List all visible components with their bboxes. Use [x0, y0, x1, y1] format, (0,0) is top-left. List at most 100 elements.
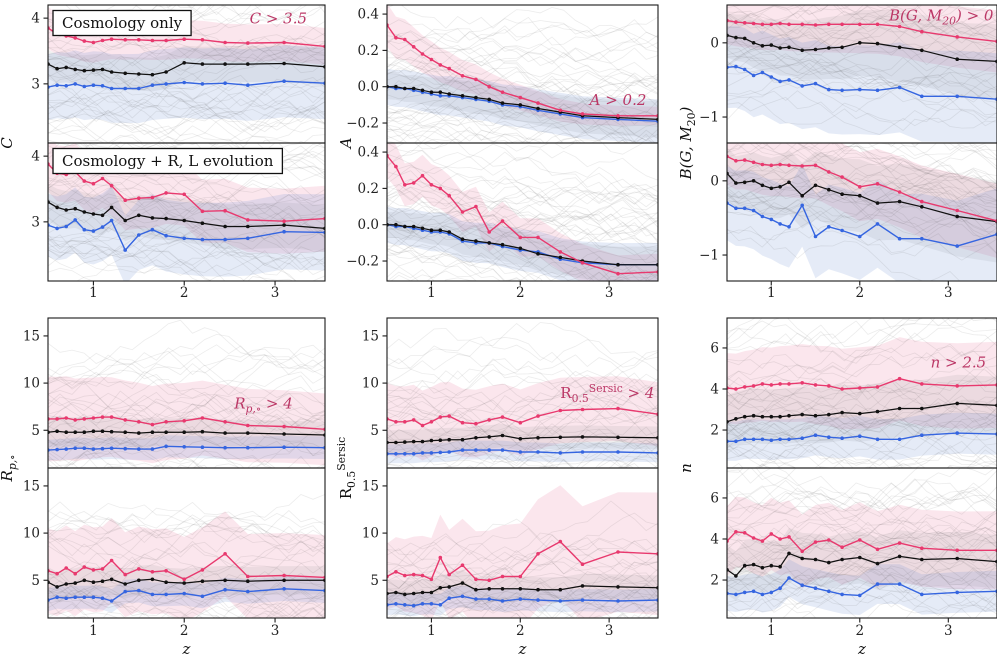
panel-Rp: 5 10 15 Rp,∘ > 4 5 10 15 1 2 3 z Rp,∘: [0, 317, 326, 658]
x-tick-label: 1: [767, 623, 776, 639]
subpanel-title-box: Cosmology only: [52, 9, 192, 37]
background-tracks: [48, 319, 325, 468]
x-tick-label: 1: [89, 623, 98, 639]
ylabel-B: B(G, M20): [677, 106, 698, 180]
panel-R05: 5 10 15 R0.5Sersic > 4 5 10 15 1 2 3 z R0.5Sersic: [335, 317, 659, 658]
band-low: [48, 576, 325, 613]
x-tick-label: 2: [516, 285, 525, 301]
axes-frame: [47, 467, 326, 619]
y-tick-label: 4: [710, 531, 719, 547]
y-tick-label: 4: [710, 381, 719, 397]
xlabel: z: [518, 640, 527, 658]
ylabel-C: C: [0, 137, 16, 149]
band-low: [48, 45, 325, 124]
y-tick-label: 10: [362, 376, 379, 392]
line-selected-low: [48, 219, 325, 251]
panel-n: 2 4 6 n > 2.5 2 4 6 1 2 3 z n: [677, 317, 997, 658]
y-tick-label: 5: [31, 423, 40, 439]
annotation-A: A > 0.2: [588, 91, 647, 109]
x-tick-label: 3: [944, 285, 953, 301]
ylabel-R05: R0.5Sersic: [335, 437, 358, 499]
x-ticks: 1 2 3: [89, 281, 279, 301]
y-tick-label: 10: [362, 526, 379, 542]
subpanel-2: [727, 143, 997, 281]
y-tick-label: 2: [710, 573, 719, 589]
y-tick-label: 3: [31, 76, 40, 92]
background-tracks: [387, 322, 658, 468]
x-tick-label: 2: [516, 623, 525, 639]
band-high: [727, 5, 997, 73]
subpanel-1: [727, 5, 997, 143]
markers-high: [727, 18, 997, 44]
y-tick-label: 0.0: [358, 217, 379, 233]
x-tick-label: 3: [271, 623, 280, 639]
band-all: [727, 374, 997, 449]
panel-B: −1 0 B(G, M20) > 0 −1 0 1 2 3 B(G, M20): [677, 4, 997, 301]
y-tick-label: −1: [699, 110, 719, 126]
band-high: [727, 337, 997, 430]
markers-all: [48, 61, 325, 77]
ylabel-Rp: Rp,∘: [0, 455, 19, 483]
markers-all: [727, 401, 997, 424]
subpanel-1: [48, 319, 325, 468]
subpanel-1: [387, 322, 658, 468]
x-tick-label: 2: [855, 623, 864, 639]
axes-frame: [386, 142, 659, 282]
y-tick-label: 15: [362, 478, 379, 494]
band-high: [727, 496, 997, 590]
panel-C: 34 Cosmology only C > 3.534 Cosmology + R, …: [0, 4, 326, 301]
annotation-B: B(G, M20) > 0: [888, 7, 994, 28]
markers-low: [387, 594, 658, 608]
y-tick-label: 3: [31, 214, 40, 230]
markers-all: [727, 33, 997, 64]
y-ticks: −0.2 0.0 0.2 0.4: [346, 145, 387, 270]
y-tick-label: 6: [710, 490, 719, 506]
ylabel-A: A: [337, 137, 355, 150]
x-tick-label: 1: [767, 285, 776, 301]
y-tick-label: 0: [710, 35, 719, 51]
band-low: [48, 186, 325, 281]
band-low: [727, 164, 997, 281]
markers-high: [387, 406, 658, 428]
y-tick-label: 10: [23, 526, 40, 542]
band-all: [48, 45, 325, 92]
x-tick-label: 3: [271, 285, 280, 301]
y-ticks: 34: [31, 149, 48, 230]
y-tick-label: 0.2: [358, 181, 379, 197]
y-ticks: 2 4 6: [710, 340, 727, 439]
subpanel-1: [387, 5, 658, 143]
markers-low: [48, 444, 325, 452]
x-tick-label: 3: [605, 623, 614, 639]
subpanel-title: Cosmology + R, L evolution: [62, 152, 274, 170]
annotation-R05: R0.5Sersic > 4: [560, 382, 654, 405]
background-tracks: [727, 318, 997, 468]
axes-frame: [386, 467, 659, 619]
x-tick-label: 1: [427, 623, 436, 639]
y-tick-label: 4: [31, 11, 40, 27]
subpanel-2: [727, 468, 997, 618]
y-tick-label: 0.4: [358, 145, 379, 161]
x-ticks: 1 2 3: [767, 281, 953, 301]
markers-high: [387, 153, 658, 276]
subpanel-2: [48, 494, 325, 618]
y-tick-label: 0.2: [358, 43, 379, 59]
markers-all: [48, 577, 325, 589]
markers-low: [48, 218, 325, 252]
ylabel-n: n: [677, 463, 695, 473]
y-tick-label: 6: [710, 340, 719, 356]
x-tick-label: 3: [944, 623, 953, 639]
band-low: [387, 585, 658, 617]
x-ticks: 1 2 3: [89, 618, 279, 639]
x-ticks: 1 2 3: [427, 281, 613, 301]
x-tick-label: 1: [427, 285, 436, 301]
markers-high: [727, 376, 997, 391]
band-low: [727, 25, 997, 143]
y-tick-label: 2: [710, 423, 719, 439]
subpanel-1: [48, 5, 325, 143]
markers-all: [387, 581, 658, 597]
xlabel: z: [182, 640, 191, 658]
y-ticks: −1 0: [699, 35, 727, 126]
x-tick-label: 3: [605, 285, 614, 301]
band-high: [387, 143, 658, 281]
